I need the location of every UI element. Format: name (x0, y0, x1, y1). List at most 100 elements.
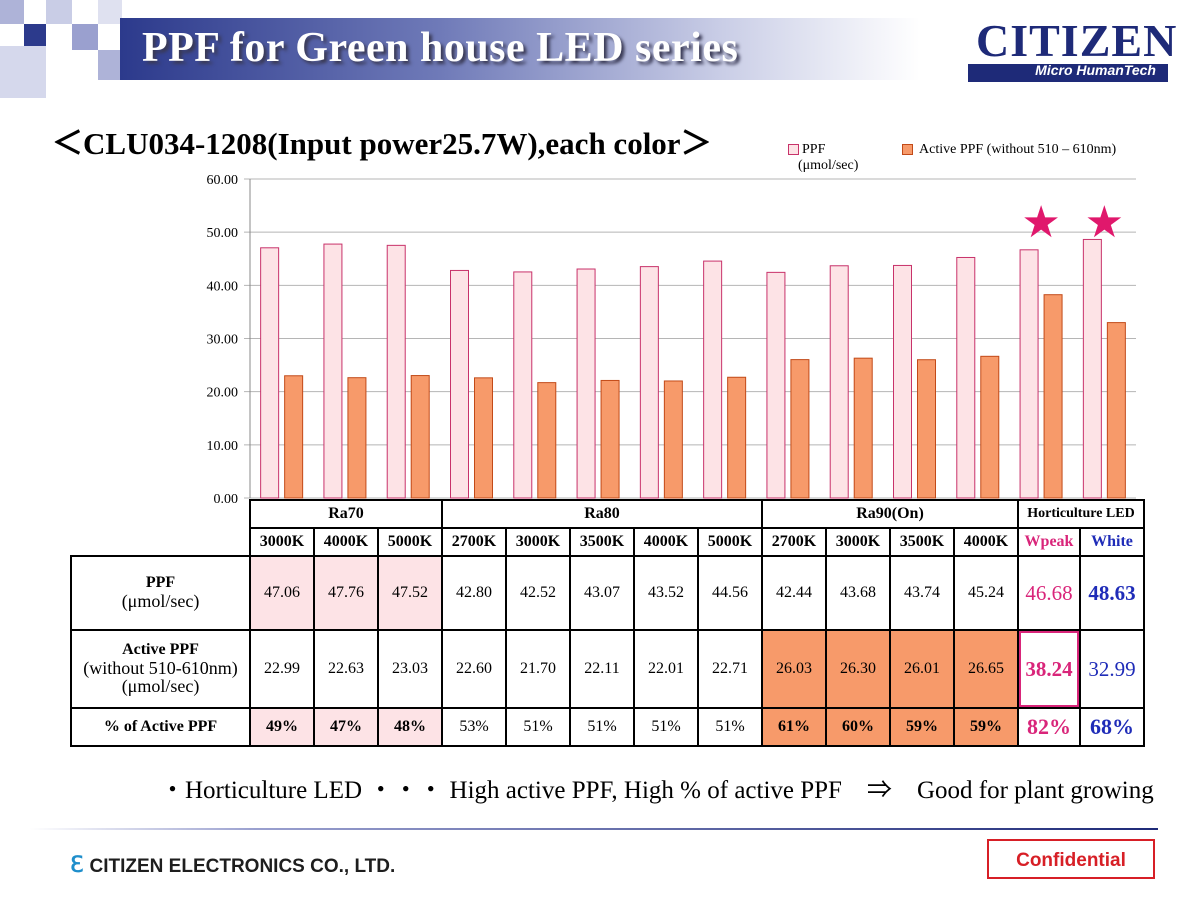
row-label-title: PPF (145, 574, 176, 592)
table-row: % of Active PPF 49% 47% 48% 53% 51% 51% 51% 51% 6… (70, 707, 1145, 747)
logo-bar (968, 64, 1168, 82)
table-group-row: Ra70 Ra80 Ra90(On) Horticulture LED (71, 499, 1145, 529)
bar-active-ppf (1043, 294, 1063, 499)
bar-ppf (703, 260, 723, 499)
bar-ppf (893, 264, 912, 499)
bar-ppf (639, 266, 659, 499)
category-label: 4000K (953, 527, 1019, 557)
category-label: White (1079, 527, 1145, 557)
y-tick-label: 20.00 (207, 386, 239, 401)
slide-header: PPF for Green house LED series CITIZEN M… (0, 0, 1200, 100)
category-label: 2700K (441, 527, 507, 557)
bar-active-ppf (474, 377, 493, 499)
legend-label-active: Active PPF (without 510 – 610nm) (919, 142, 1117, 157)
table-cell: 53% (441, 707, 507, 747)
table-cell: 61% (761, 707, 827, 747)
category-label: 3000K (505, 527, 571, 557)
y-tick-label: 10.00 (207, 439, 239, 454)
table-cell: 26.65 (953, 629, 1019, 709)
table-cell: 49% (249, 707, 315, 747)
bar-ppf (829, 265, 849, 499)
decor-square (46, 0, 72, 24)
logo-name: CITIZEN (976, 15, 1178, 66)
table-cell: 38.24 (1017, 629, 1081, 709)
table-cell: 47.52 (377, 555, 443, 631)
table-cell: 82% (1017, 707, 1081, 747)
table-row: Active PPF (without 510-610nm) (μmol/sec)… (70, 629, 1145, 709)
bar-active-ppf (410, 375, 430, 499)
table-cell: 22.60 (441, 629, 507, 709)
table-cell: 51% (505, 707, 571, 747)
bar-ppf (1082, 238, 1102, 499)
bar-active-ppf (663, 380, 683, 499)
decor-square (98, 0, 122, 24)
bar-active-ppf (980, 355, 1000, 499)
bar-ppf (386, 244, 406, 499)
table-cell: 26.01 (889, 629, 955, 709)
table-temperature-row: 3000K 4000K 5000K 2700K 3000K 3500K 4000K 5000K… (71, 527, 1145, 557)
category-label: 5000K (697, 527, 763, 557)
table-cell: 43.68 (825, 555, 891, 631)
bar-ppf (513, 271, 533, 499)
bar-ppf (260, 247, 280, 499)
data-table: Ra70 Ra80 Ra90(On) Horticulture LED 3000… (70, 499, 1145, 747)
legend-label-ppf: PPF (802, 142, 826, 157)
table-cell: 59% (953, 707, 1019, 747)
table-cell: 51% (633, 707, 699, 747)
bar-ppf (323, 243, 343, 499)
bar-ppf (576, 268, 596, 499)
bar-ppf (956, 256, 976, 499)
category-label: 3500K (889, 527, 955, 557)
y-tick-label: 60.00 (207, 173, 239, 188)
bar-active-ppf (284, 375, 304, 499)
category-label: 5000K (377, 527, 443, 557)
citizen-logo: CITIZEN Micro HumanTech (968, 15, 1176, 84)
row-label: Active PPF (without 510-610nm) (μmol/sec) (70, 629, 251, 709)
y-tick-label: 0.00 (214, 492, 239, 507)
highlight-star-icon: ★ (1085, 198, 1124, 247)
table-cell: 46.68 (1017, 555, 1081, 631)
legend-unit-ppf: (μmol/sec) (798, 158, 859, 173)
table-cell: 44.56 (697, 555, 763, 631)
company-text: CITIZEN ELECTRONICS CO., LTD. (89, 856, 396, 877)
bar-active-ppf (1106, 322, 1126, 499)
decor-square (24, 24, 46, 46)
footnote: ・Horticulture LED ・・・ High active PPF, H… (160, 777, 1154, 804)
table-cell: 26.30 (825, 629, 891, 709)
bar-active-ppf (790, 359, 810, 499)
bar-active-ppf (727, 376, 747, 499)
table-cell: 43.07 (569, 555, 635, 631)
row-label: % of Active PPF (70, 707, 251, 747)
category-label: 4000K (633, 527, 699, 557)
table-cell: 59% (889, 707, 955, 747)
title-band (120, 18, 920, 80)
table-cell: 23.03 (377, 629, 443, 709)
logo-tagline: Micro HumanTech (1035, 62, 1156, 78)
decor-square (0, 46, 46, 98)
bar-active-ppf (917, 359, 936, 499)
table-cell: 22.01 (633, 629, 699, 709)
row-label-unit: (μmol/sec) (121, 590, 200, 611)
table-cell: 47.06 (249, 555, 315, 631)
table-cell: 45.24 (953, 555, 1019, 631)
table-cell: 22.63 (313, 629, 379, 709)
group-header: Ra90(On) (761, 499, 1019, 529)
row-label: PPF (μmol/sec) (70, 555, 251, 631)
highlight-star-icon: ★ (1021, 198, 1060, 247)
table-cell: 43.74 (889, 555, 955, 631)
legend-swatch-active (902, 144, 913, 156)
table-cell: 22.99 (249, 629, 315, 709)
chart-subtitle: ＜CLU034-1208(Input power25.7W),each colo… (52, 126, 712, 161)
bar-active-ppf (347, 377, 367, 499)
table-cell: 21.70 (505, 629, 571, 709)
table-cell: 22.11 (569, 629, 635, 709)
table-corner (71, 500, 250, 528)
table-row: PPF (μmol/sec) 47.06 47.76 47.52 42.80 42.52 43… (70, 555, 1145, 631)
y-tick-label: 50.00 (207, 226, 239, 241)
decor-square (72, 24, 98, 50)
company-name: ℇ CITIZEN ELECTRONICS CO., LTD. (70, 852, 395, 878)
decor-square (98, 50, 120, 80)
footer-divider (30, 828, 1158, 830)
category-label: 3000K (249, 527, 315, 557)
